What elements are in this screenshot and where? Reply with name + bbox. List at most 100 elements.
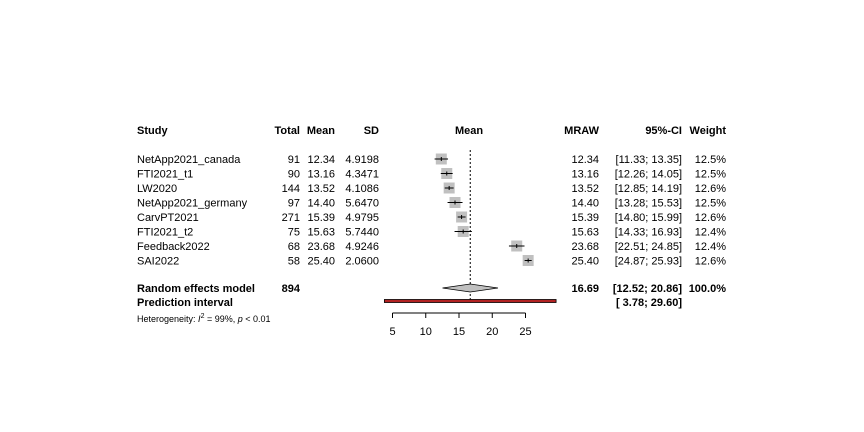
- study-name: FTI2021_t2: [137, 227, 193, 239]
- study-total: 75: [288, 227, 300, 239]
- study-mraw: 12.34: [571, 154, 599, 166]
- study-sd: 4.3471: [345, 169, 379, 181]
- study-name: FTI2021_t1: [137, 169, 193, 181]
- study-ci: [12.26; 14.05]: [615, 169, 682, 181]
- study-total: 91: [288, 154, 300, 166]
- plot-area: 5 10 15 20 25: [383, 150, 557, 338]
- study-rows: NetApp2021_canada 91 12.34 4.9198 12.34 [11.3…: [137, 154, 726, 268]
- study-mraw: 14.40: [571, 198, 599, 210]
- header-ci: 95%-CI: [645, 125, 682, 137]
- header-row: Study Total Mean SD Mean MRAW 95%-CI Wei…: [137, 125, 726, 137]
- study-mean: 15.39: [307, 212, 335, 224]
- heterogeneity-p-value: < 0.01: [243, 314, 271, 324]
- study-total: 58: [288, 256, 300, 268]
- study-sd: 4.9246: [345, 241, 379, 253]
- study-name: LW2020: [137, 183, 177, 195]
- study-weight: 12.6%: [695, 212, 726, 224]
- study-ci: [11.33; 13.35]: [616, 154, 682, 166]
- heterogeneity-i2-symbol: I: [198, 314, 201, 324]
- study-row: SAI2022 58 25.40 2.0600 25.40 [24.87; 25.93] 1…: [137, 256, 726, 268]
- x-tick-label: 15: [453, 326, 465, 338]
- study-mraw: 13.52: [571, 183, 599, 195]
- study-sd: 4.9198: [345, 154, 379, 166]
- header-mean: Mean: [307, 125, 335, 137]
- study-name: CarvPT2021: [137, 212, 199, 224]
- study-row: FTI2021_t1 90 13.16 4.3471 13.16 [12.26; 14.0…: [137, 169, 726, 181]
- random-effects-label: Random effects model: [137, 283, 255, 295]
- study-row: Feedback2022 68 23.68 4.9246 23.68 [22.51; 24…: [137, 241, 726, 253]
- study-sd: 5.6470: [345, 198, 379, 210]
- heterogeneity-i2-value: = 99%,: [204, 314, 237, 324]
- study-marks: [434, 153, 534, 266]
- heterogeneity-i2-sup: 2: [201, 313, 205, 320]
- study-row: NetApp2021_germany 97 14.40 5.6470 14.40 [13.…: [137, 198, 726, 210]
- study-name: NetApp2021_germany: [137, 198, 248, 210]
- study-total: 271: [282, 212, 300, 224]
- prediction-interval-bar: [383, 299, 557, 303]
- study-total: 90: [288, 169, 300, 181]
- heterogeneity-prefix: Heterogeneity:: [137, 314, 198, 324]
- random-effects-total: 894: [282, 283, 301, 295]
- random-effects-ci: [12.52; 20.86]: [613, 283, 682, 295]
- random-effects-estimate: 16.69: [571, 283, 599, 295]
- study-sd: 4.1086: [345, 183, 379, 195]
- study-weight: 12.4%: [695, 227, 726, 239]
- study-ci: [22.51; 24.85]: [615, 241, 682, 253]
- study-total: 97: [288, 198, 300, 210]
- study-mean: 25.40: [307, 256, 335, 268]
- study-weight: 12.6%: [695, 256, 726, 268]
- study-ci: [12.85; 14.19]: [615, 183, 682, 195]
- study-mraw: 15.39: [571, 212, 599, 224]
- x-axis: 5 10 15 20 25: [389, 312, 532, 338]
- prediction-interval-ci: [ 3.78; 29.60]: [616, 297, 682, 309]
- study-total: 144: [282, 183, 300, 195]
- study-mean: 23.68: [307, 241, 335, 253]
- study-row: NetApp2021_canada 91 12.34 4.9198 12.34 [11.3…: [137, 154, 726, 166]
- study-name: NetApp2021_canada: [137, 154, 241, 166]
- study-mraw: 13.16: [571, 169, 599, 181]
- study-mraw: 25.40: [571, 256, 599, 268]
- study-mean: 13.52: [307, 183, 335, 195]
- header-total: Total: [275, 125, 300, 137]
- x-tick-label: 20: [486, 326, 498, 338]
- random-effects-diamond: [442, 283, 499, 293]
- study-mean: 12.34: [307, 154, 335, 166]
- study-weight: 12.5%: [695, 198, 726, 210]
- x-tick-label: 5: [389, 326, 395, 338]
- study-row: CarvPT2021 271 15.39 4.9795 15.39 [14.80; 15.…: [137, 212, 726, 224]
- study-row: LW2020 144 13.52 4.1086 13.52 [12.85; 14.19] 1…: [137, 183, 726, 195]
- header-weight: Weight: [690, 125, 727, 137]
- study-sd: 5.7440: [345, 227, 379, 239]
- study-mark: [456, 211, 468, 223]
- study-name: SAI2022: [137, 256, 179, 268]
- x-tick-label: 25: [519, 326, 531, 338]
- study-ci: [24.87; 25.93]: [615, 256, 682, 268]
- study-mark: [522, 255, 534, 266]
- study-mark: [440, 168, 453, 179]
- prediction-interval-label: Prediction interval: [137, 297, 233, 309]
- heterogeneity-p-symbol: p: [237, 314, 243, 324]
- study-ci: [13.28; 15.53]: [615, 198, 682, 210]
- random-effects-row: Random effects model 894 16.69 [12.52; 2…: [137, 283, 726, 295]
- study-weight: 12.5%: [695, 154, 726, 166]
- study-mean: 15.63: [307, 227, 335, 239]
- study-ci: [14.80; 15.99]: [615, 212, 682, 224]
- x-tick-label: 10: [420, 326, 432, 338]
- study-mraw: 23.68: [571, 241, 599, 253]
- study-name: Feedback2022: [137, 241, 210, 253]
- random-effects-weight: 100.0%: [689, 283, 727, 295]
- study-mean: 13.16: [307, 169, 335, 181]
- study-mark: [447, 197, 463, 208]
- study-sd: 2.0600: [345, 256, 379, 268]
- header-study: Study: [137, 125, 168, 137]
- study-mean: 14.40: [307, 198, 335, 210]
- study-ci: [14.33; 16.93]: [615, 227, 682, 239]
- study-total: 68: [288, 241, 300, 253]
- study-sd: 4.9795: [345, 212, 379, 224]
- study-mark: [434, 153, 449, 165]
- header-sd: SD: [364, 125, 379, 137]
- study-mraw: 15.63: [571, 227, 599, 239]
- study-row: FTI2021_t2 75 15.63 5.7440 15.63 [14.33; 16.9…: [137, 227, 726, 239]
- study-weight: 12.5%: [695, 169, 726, 181]
